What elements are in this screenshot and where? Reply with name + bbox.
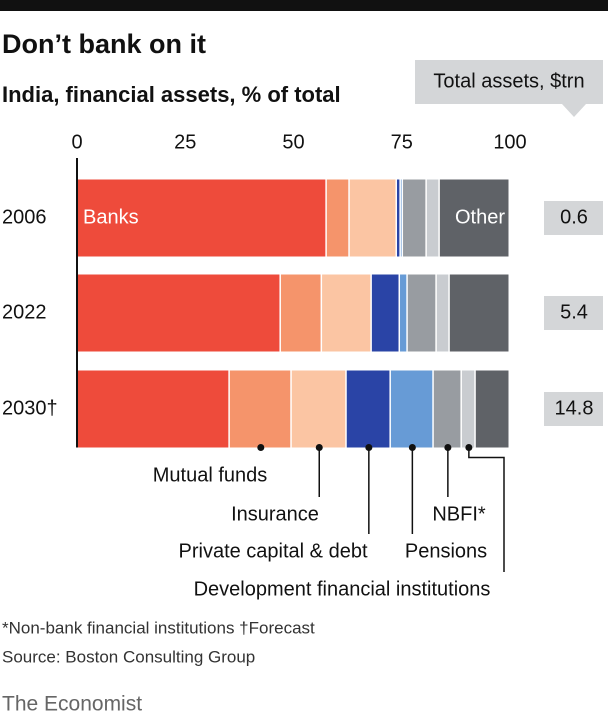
bar-segment: [371, 274, 399, 352]
chart-title: Don’t bank on it: [2, 29, 206, 59]
total-box: [544, 392, 603, 426]
x-tick-label: 100: [493, 131, 526, 153]
y-tick-label: 2022: [2, 301, 47, 323]
callout-dot: [365, 444, 373, 451]
bar-segment: [461, 370, 475, 448]
series-label: Development financial institutions: [194, 578, 491, 600]
bar-segment: [346, 370, 390, 448]
series-label: Private capital & debt: [179, 540, 368, 562]
x-tick-label: 25: [174, 131, 196, 153]
total-box: [544, 201, 603, 235]
bar-segment: [426, 179, 439, 257]
footnote: *Non-bank financial institutions †Foreca…: [2, 618, 315, 637]
callout-dot: [408, 444, 416, 451]
bar-segment: [326, 179, 349, 257]
y-tick-label: 2006: [2, 206, 47, 228]
callout-dot: [444, 444, 452, 451]
total-box: [415, 60, 603, 104]
bar-segment: [349, 179, 396, 257]
callout-dot: [315, 444, 323, 451]
bar-segment: [77, 370, 229, 448]
x-tick-label: 50: [282, 131, 304, 153]
bar-segment: [433, 370, 461, 448]
total-value: 14.8: [555, 397, 594, 419]
bar-segment: [449, 274, 509, 352]
brand: The Economist: [2, 693, 142, 716]
total-value: 0.6: [560, 206, 588, 228]
total-box: [544, 296, 603, 330]
series-label: Mutual funds: [153, 464, 268, 486]
bar-segment: [390, 370, 433, 448]
total-value: 5.4: [560, 301, 588, 323]
bar-segment: [439, 179, 509, 257]
bar-segment: [280, 274, 321, 352]
total-header: Total assets, $trn: [433, 70, 584, 92]
callout-line: [468, 447, 505, 572]
total-pointer: [562, 104, 586, 117]
top-rule: [0, 0, 608, 11]
bar-segment: [436, 274, 449, 352]
bar-segment: [475, 370, 509, 448]
source: Source: Boston Consulting Group: [2, 647, 255, 666]
x-tick-label: 75: [391, 131, 413, 153]
bar-segment: [77, 179, 326, 257]
bar-segment: [400, 179, 402, 257]
bar-segment: [400, 274, 407, 352]
series-label: Pensions: [405, 540, 487, 562]
bar-segment: [322, 274, 371, 352]
bar-segment: [396, 179, 400, 257]
chart-subtitle: India, financial assets, % of total: [2, 82, 341, 107]
bar-segment: [403, 179, 426, 257]
y-tick-label: 2030†: [2, 397, 58, 419]
bar-segment: [229, 370, 291, 448]
bar-segment: [407, 274, 436, 352]
callout-dot: [257, 444, 265, 451]
bar-segment: [291, 370, 346, 448]
series-label: Banks: [83, 206, 139, 228]
x-tick-label: 0: [71, 131, 82, 153]
series-label: NBFI*: [432, 503, 486, 525]
series-label: Insurance: [231, 503, 319, 525]
bar-segment: [77, 274, 280, 352]
callout-dot: [465, 444, 473, 451]
series-label: Other: [455, 206, 505, 228]
